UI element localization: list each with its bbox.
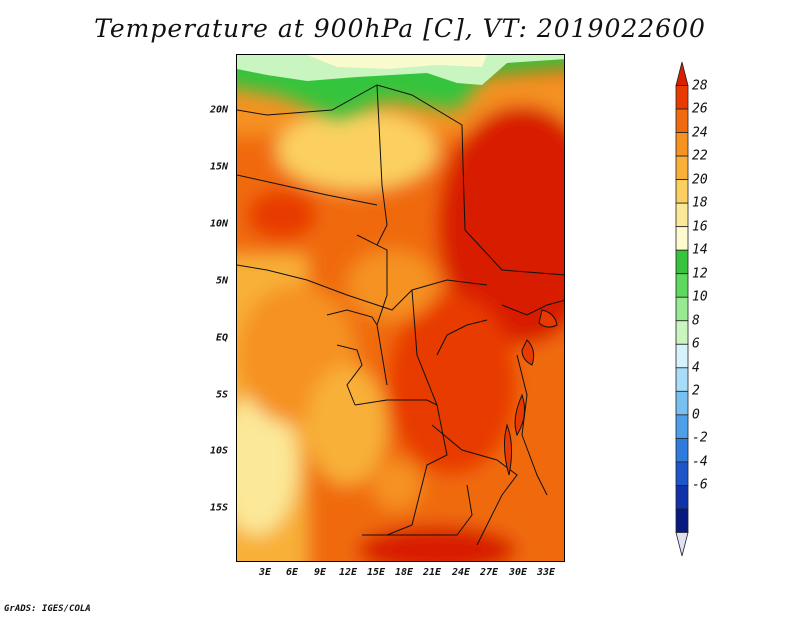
x-tick-label: 27E (479, 567, 499, 578)
x-tick-label: 18E (394, 567, 414, 578)
colorbar-segment (675, 202, 689, 228)
colorbar-segment (675, 414, 689, 439)
colorbar-label: 8 (692, 313, 700, 329)
y-tick-label: 10N (209, 218, 228, 230)
colorbar-segment (675, 249, 689, 275)
x-tick-label: 6E (285, 567, 299, 578)
x-tick-label: 12E (338, 567, 358, 578)
colorbar-under-arrow (675, 532, 689, 557)
colorbar-segment (675, 132, 689, 157)
x-tick-label: 30E (508, 567, 528, 578)
colorbar-label: 16 (692, 219, 708, 235)
x-tick-label: 24E (451, 567, 471, 578)
colorbar-segment (675, 85, 689, 110)
colorbar-segment (675, 461, 689, 486)
colorbar-label: 24 (692, 125, 708, 141)
colorbar-segment (675, 343, 689, 369)
colorbar-label: -4 (692, 454, 708, 470)
colorbar-label: 26 (692, 101, 708, 117)
colorbar-segment (675, 296, 689, 322)
y-tick-label: 20N (209, 104, 228, 116)
colorbar-label: 6 (692, 336, 700, 352)
y-tick-label: 15S (209, 502, 228, 514)
colorbar-segment (675, 108, 689, 133)
colorbar-label: 12 (692, 266, 708, 282)
colorbar-segment (675, 155, 689, 181)
colorbar-label: 0 (692, 407, 700, 423)
colorbar-segment (675, 273, 689, 298)
y-tick-label: 5S (215, 389, 228, 401)
colorbar-label: 4 (692, 360, 700, 376)
x-tick-label: 15E (366, 567, 386, 578)
y-tick-label: 5N (215, 275, 228, 287)
x-tick-label: 33E (536, 567, 556, 578)
colorbar-segment (675, 437, 689, 463)
colorbar-segment (675, 61, 689, 86)
colorbar-label: 14 (692, 242, 708, 258)
colorbar-segment (675, 367, 689, 392)
x-tick-label: 3E (258, 567, 272, 578)
y-tick-label: 15N (209, 161, 228, 173)
grads-credit: GrADS: IGES/COLA (4, 604, 91, 614)
y-tick-label: EQ (215, 332, 228, 344)
x-tick-label: 9E (313, 567, 327, 578)
colorbar-label: 10 (692, 289, 708, 305)
colorbar-label: 28 (692, 78, 708, 94)
colorbar-segment (675, 226, 689, 251)
temperature-map (236, 54, 565, 562)
colorbar-label: 20 (692, 172, 708, 188)
y-tick-label: 10S (209, 445, 228, 457)
colorbar-segment (675, 320, 689, 345)
colorbar-label: -2 (692, 430, 708, 446)
colorbar-segment (675, 179, 689, 204)
chart-title: Temperature at 900hPa [C], VT: 201902260… (94, 14, 706, 43)
x-tick-label: 21E (422, 567, 442, 578)
colorbar-label: 18 (692, 195, 708, 211)
colorbar-label: 2 (692, 383, 700, 399)
colorbar-label: 22 (692, 148, 708, 164)
colorbar-segment (675, 485, 689, 510)
colorbar-segment (675, 390, 689, 416)
colorbar-label: -6 (692, 477, 708, 493)
colorbar-segment (675, 508, 689, 533)
